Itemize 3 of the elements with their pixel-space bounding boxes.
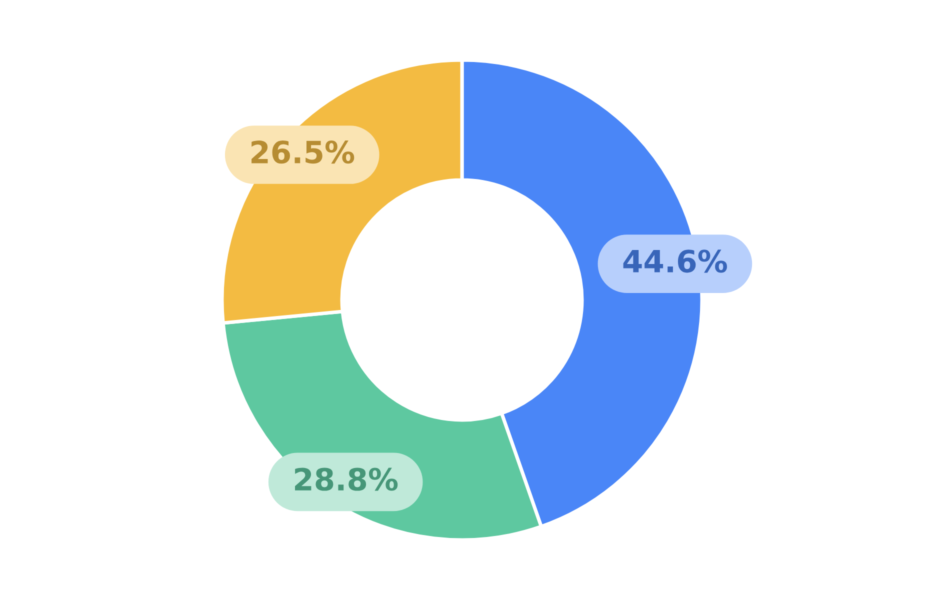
data-label: 26.5% — [252, 140, 354, 164]
data-label: 28.8% — [295, 468, 398, 491]
data-label: 44.6% — [623, 250, 727, 273]
